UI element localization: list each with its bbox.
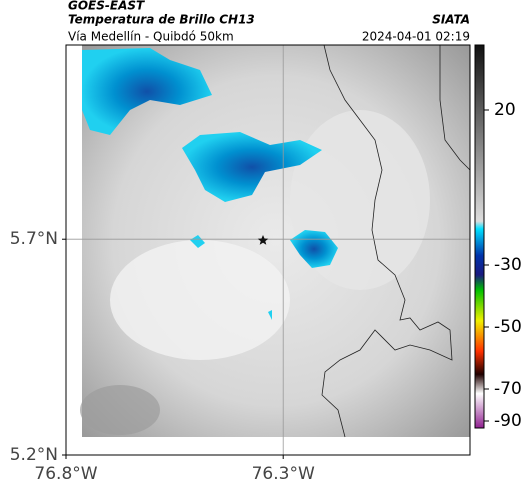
credit: SIATA [432, 13, 470, 27]
colorbar-tick-label: -30 [494, 255, 522, 275]
x-tick-label: 76.8°W [34, 464, 97, 484]
colorbar-tick-label: -70 [494, 379, 522, 399]
colorbar-tick-label: 20 [494, 100, 516, 120]
source: GOES-EAST [68, 0, 145, 13]
location-marker [257, 235, 269, 245]
imagery [80, 44, 471, 438]
colorbar-tick-label: -90 [494, 411, 522, 431]
colorbar-tick-label: -50 [494, 317, 522, 337]
datetime: 2024-04-01 02:19 [362, 30, 470, 44]
map-frame [65, 44, 471, 456]
y-tick-label: 5.2°N [10, 445, 58, 465]
x-tick-label: 76.3°W [252, 464, 315, 484]
title: Temperatura de Brillo CH13 [68, 13, 255, 27]
colorbar [474, 44, 485, 429]
subtitle: Vía Medellín - Quibdó 50km [68, 30, 234, 44]
y-tick-label: 5.7°N [10, 229, 58, 249]
